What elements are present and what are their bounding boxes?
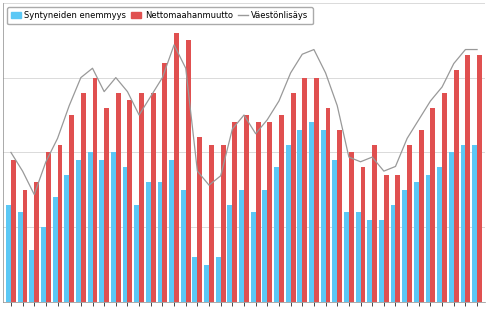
- Legend: Syntyneiden enemmyys, Nettomaahanmuutto, Väestönlisäys: Syntyneiden enemmyys, Nettomaahanmuutto,…: [7, 7, 312, 24]
- Bar: [263, 190, 267, 302]
- Bar: [69, 115, 74, 302]
- Bar: [134, 205, 139, 302]
- Bar: [395, 175, 400, 302]
- Bar: [379, 220, 384, 302]
- Bar: [325, 108, 330, 302]
- Bar: [454, 70, 459, 302]
- Bar: [251, 212, 256, 302]
- Bar: [76, 160, 81, 302]
- Bar: [384, 175, 389, 302]
- Bar: [186, 40, 191, 302]
- Bar: [232, 122, 237, 302]
- Bar: [419, 130, 424, 302]
- Bar: [449, 152, 454, 302]
- Bar: [349, 152, 354, 302]
- Bar: [151, 93, 156, 302]
- Bar: [127, 100, 132, 302]
- Bar: [337, 130, 342, 302]
- Bar: [22, 190, 27, 302]
- Bar: [197, 138, 203, 302]
- Bar: [321, 130, 325, 302]
- Bar: [34, 182, 39, 302]
- Bar: [279, 115, 284, 302]
- Bar: [216, 257, 221, 302]
- Bar: [361, 167, 366, 302]
- Bar: [302, 78, 307, 302]
- Bar: [239, 190, 244, 302]
- Bar: [430, 108, 435, 302]
- Bar: [58, 145, 62, 302]
- Bar: [169, 160, 174, 302]
- Bar: [390, 205, 395, 302]
- Bar: [285, 145, 291, 302]
- Bar: [477, 55, 482, 302]
- Bar: [158, 182, 163, 302]
- Bar: [442, 93, 447, 302]
- Bar: [466, 55, 470, 302]
- Bar: [221, 145, 225, 302]
- Bar: [461, 145, 466, 302]
- Bar: [29, 250, 34, 302]
- Bar: [372, 145, 377, 302]
- Bar: [402, 190, 407, 302]
- Bar: [192, 257, 197, 302]
- Bar: [256, 122, 261, 302]
- Bar: [267, 122, 272, 302]
- Bar: [344, 212, 349, 302]
- Bar: [291, 93, 296, 302]
- Bar: [116, 93, 121, 302]
- Bar: [244, 115, 249, 302]
- Bar: [11, 160, 16, 302]
- Bar: [472, 145, 477, 302]
- Bar: [46, 152, 51, 302]
- Bar: [414, 182, 419, 302]
- Bar: [53, 197, 58, 302]
- Bar: [407, 145, 412, 302]
- Bar: [104, 108, 109, 302]
- Bar: [139, 93, 144, 302]
- Bar: [41, 227, 46, 302]
- Bar: [111, 152, 116, 302]
- Bar: [367, 220, 372, 302]
- Bar: [6, 205, 11, 302]
- Bar: [64, 175, 69, 302]
- Bar: [356, 212, 361, 302]
- Bar: [174, 33, 179, 302]
- Bar: [122, 167, 127, 302]
- Bar: [209, 145, 214, 302]
- Bar: [18, 212, 22, 302]
- Bar: [81, 93, 86, 302]
- Bar: [163, 63, 167, 302]
- Bar: [99, 160, 104, 302]
- Bar: [437, 167, 442, 302]
- Bar: [332, 160, 337, 302]
- Bar: [297, 130, 302, 302]
- Bar: [426, 175, 430, 302]
- Bar: [146, 182, 151, 302]
- Bar: [88, 152, 93, 302]
- Bar: [93, 78, 98, 302]
- Bar: [274, 167, 279, 302]
- Bar: [181, 190, 186, 302]
- Bar: [309, 122, 314, 302]
- Bar: [204, 265, 209, 302]
- Bar: [227, 205, 232, 302]
- Bar: [314, 78, 319, 302]
